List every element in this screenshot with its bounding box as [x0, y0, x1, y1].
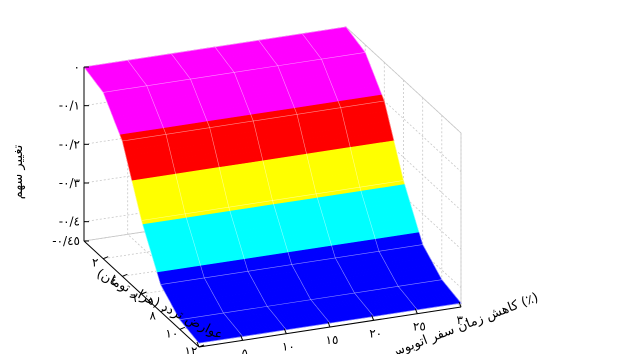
mesh-line-y: [198, 302, 462, 344]
y-tick-label: ٤: [111, 273, 117, 287]
y-tick: [198, 344, 205, 348]
mesh-line-y: [122, 100, 385, 142]
x-tick-label: ٣٠: [457, 313, 470, 327]
z-tick-label: -٠/٣: [59, 176, 81, 190]
y-tick: [179, 326, 186, 330]
z-axis-label: تغییر سهم: [11, 144, 26, 199]
y-tick-label: ٦: [130, 291, 136, 305]
x-tick-label: ١٥: [326, 333, 339, 347]
x-tick-label: ٢٥: [413, 320, 426, 334]
x-tick-label: ٥: [241, 346, 247, 354]
y-tick-label: ٢: [92, 256, 98, 270]
surface-layer: [83, 26, 462, 344]
y-tick: [141, 291, 147, 295]
x-tick: [327, 321, 331, 328]
mesh-line-y: [103, 52, 366, 93]
axes-layer: ٠-٠/١-٠/٢-٠/٣-٠/٤-٠/٤٥٢٤٦٨١٠١٢٠٥١٠١٥٢٠٢٥…: [52, 60, 469, 354]
y-tick: [160, 309, 166, 313]
z-tick-label: -٠/١: [59, 99, 80, 113]
z-tick-label: -٠/٤: [59, 215, 80, 229]
x-tick: [458, 301, 462, 308]
mesh-line-y: [160, 244, 423, 285]
x-tick: [414, 308, 418, 314]
x-tick-label: ٢٠: [369, 326, 382, 340]
x-tick: [240, 335, 244, 341]
mesh-line-y: [179, 279, 442, 320]
z-tick-label: -٠/٤٥: [52, 234, 80, 248]
y-tick: [102, 256, 109, 260]
x-tick-label: ١٠: [282, 340, 295, 354]
z-tick-label: ٠: [74, 60, 80, 74]
x-tick: [371, 315, 375, 321]
z-tick-label: -٠/٢: [59, 137, 80, 151]
y-tick-label: ١٠: [165, 326, 178, 340]
y-tick: [122, 273, 128, 277]
mesh-line-y: [141, 180, 404, 221]
y-tick-label: ٨: [149, 309, 156, 323]
mesh-line-y: [83, 26, 347, 68]
x-tick: [196, 341, 200, 348]
y-tick-label: ١٢: [185, 344, 198, 354]
x-tick: [283, 328, 287, 334]
